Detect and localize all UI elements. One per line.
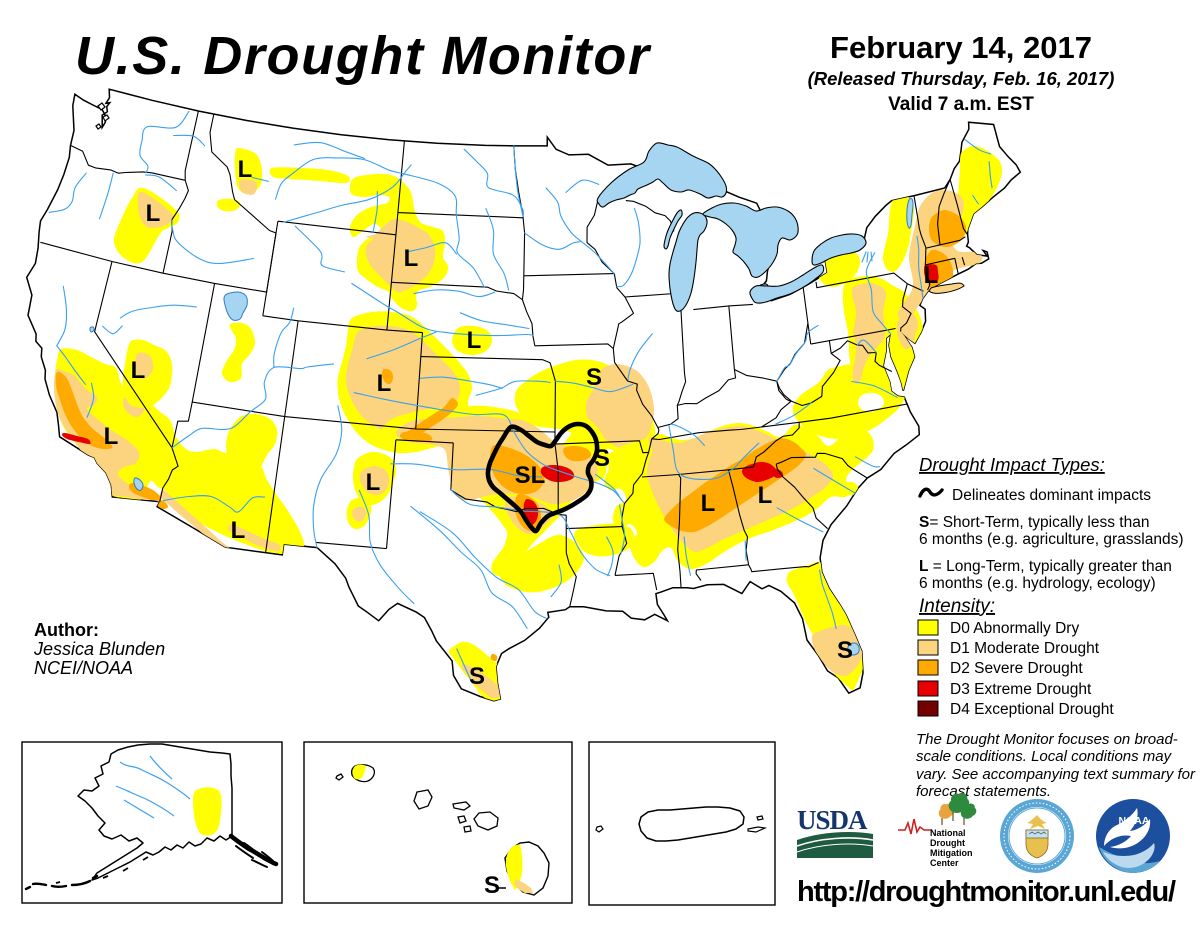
svg-text:S= Short-Term, typically less: S= Short-Term, typically less than xyxy=(919,514,1149,531)
svg-text:http://droughtmonitor.unl.edu/: http://droughtmonitor.unl.edu/ xyxy=(797,876,1176,908)
svg-text:S: S xyxy=(837,637,853,664)
svg-text:NCEI/NOAA: NCEI/NOAA xyxy=(34,658,133,678)
svg-text:Mitigation: Mitigation xyxy=(930,848,973,858)
svg-text:The Drought Monitor focuses on: The Drought Monitor focuses on broad- xyxy=(916,731,1178,748)
svg-text:SL: SL xyxy=(515,462,546,489)
svg-text:S: S xyxy=(594,445,610,472)
svg-text:National: National xyxy=(930,828,966,838)
svg-text:L: L xyxy=(238,156,253,183)
svg-text:NOAA: NOAA xyxy=(1119,815,1150,827)
svg-text:D4 Exceptional Drought: D4 Exceptional Drought xyxy=(950,701,1114,718)
svg-text:L: L xyxy=(104,423,119,450)
svg-text:Drought Impact Types:: Drought Impact Types: xyxy=(919,454,1105,475)
svg-text:L: L xyxy=(924,262,939,289)
svg-text:February 14, 2017: February 14, 2017 xyxy=(830,30,1092,65)
svg-text:D0 Abnormally Dry: D0 Abnormally Dry xyxy=(950,620,1079,637)
svg-text:L: L xyxy=(366,469,381,496)
svg-text:D3 Extreme Drought: D3 Extreme Drought xyxy=(950,681,1092,698)
svg-text:D1 Moderate Drought: D1 Moderate Drought xyxy=(950,640,1100,657)
svg-text:L = Long-Term, typically great: L = Long-Term, typically greater than xyxy=(919,558,1172,575)
svg-text:scale conditions. Local condit: scale conditions. Local conditions may xyxy=(916,748,1173,765)
svg-text:L: L xyxy=(758,482,773,509)
svg-text:6 months (e.g. hydrology, ecol: 6 months (e.g. hydrology, ecology) xyxy=(919,575,1156,592)
svg-text:S: S xyxy=(586,364,602,391)
svg-text:S: S xyxy=(484,872,500,899)
svg-text:USDA: USDA xyxy=(797,805,868,835)
svg-text:U.S. Drought Monitor: U.S. Drought Monitor xyxy=(75,26,652,86)
svg-text:S: S xyxy=(469,663,485,690)
svg-text:L: L xyxy=(467,327,482,354)
svg-text:D2 Severe Drought: D2 Severe Drought xyxy=(950,660,1083,677)
svg-text:L: L xyxy=(231,517,246,544)
svg-text:vary. See accompanying text su: vary. See accompanying text summary for xyxy=(916,766,1196,783)
svg-text:6 months (e.g. agriculture, gr: 6 months (e.g. agriculture, grasslands) xyxy=(919,531,1183,548)
svg-text:Valid 7 a.m. EST: Valid 7 a.m. EST xyxy=(888,94,1034,115)
svg-text:(Released Thursday, Feb. 16, 2: (Released Thursday, Feb. 16, 2017) xyxy=(808,68,1115,89)
svg-text:Author:: Author: xyxy=(34,620,99,640)
svg-text:L: L xyxy=(404,245,419,272)
svg-text:Delineates dominant impacts: Delineates dominant impacts xyxy=(952,487,1151,504)
svg-text:L: L xyxy=(701,490,716,517)
svg-text:Intensity:: Intensity: xyxy=(919,596,995,617)
svg-text:Center: Center xyxy=(930,858,959,868)
svg-text:forecast statements.: forecast statements. xyxy=(916,783,1051,800)
svg-text:L: L xyxy=(131,357,146,384)
svg-text:L: L xyxy=(377,370,392,397)
svg-text:Drought: Drought xyxy=(930,838,965,848)
svg-text:Jessica Blunden: Jessica Blunden xyxy=(33,639,165,659)
svg-text:L: L xyxy=(146,200,161,227)
